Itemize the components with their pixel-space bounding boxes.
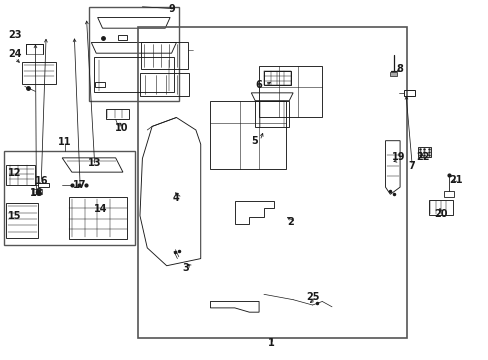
Bar bbox=[140, 73, 188, 96]
Text: 3: 3 bbox=[183, 262, 189, 273]
Bar bbox=[69, 197, 126, 239]
Text: 20: 20 bbox=[434, 209, 447, 219]
Text: 2: 2 bbox=[287, 217, 293, 227]
Bar bbox=[389, 72, 396, 76]
Bar bbox=[403, 90, 414, 96]
Text: 10: 10 bbox=[115, 123, 128, 133]
Bar bbox=[417, 147, 430, 157]
Text: 18: 18 bbox=[29, 188, 43, 198]
Bar bbox=[118, 35, 126, 40]
Text: 13: 13 bbox=[88, 158, 102, 168]
Bar bbox=[4, 151, 135, 246]
Text: 12: 12 bbox=[8, 168, 21, 178]
Bar bbox=[6, 203, 38, 238]
Bar bbox=[94, 57, 174, 93]
Bar bbox=[106, 109, 129, 119]
Text: 16: 16 bbox=[35, 176, 48, 186]
Bar bbox=[259, 66, 322, 117]
Text: 14: 14 bbox=[94, 204, 107, 214]
Text: 1: 1 bbox=[268, 338, 275, 347]
Bar bbox=[38, 183, 48, 187]
Bar bbox=[141, 42, 187, 69]
Bar bbox=[137, 27, 407, 338]
Text: 24: 24 bbox=[8, 49, 21, 59]
Bar bbox=[95, 82, 105, 87]
Text: 23: 23 bbox=[8, 30, 21, 40]
Text: 8: 8 bbox=[396, 64, 403, 74]
Bar bbox=[89, 7, 179, 102]
Text: 21: 21 bbox=[448, 175, 462, 185]
Text: 4: 4 bbox=[173, 193, 180, 203]
Bar bbox=[6, 165, 35, 185]
Text: 7: 7 bbox=[408, 161, 415, 171]
Bar bbox=[32, 189, 41, 194]
Bar bbox=[255, 101, 288, 127]
Text: 15: 15 bbox=[8, 211, 21, 221]
Text: 25: 25 bbox=[305, 292, 319, 302]
Text: 5: 5 bbox=[250, 136, 257, 146]
Text: 9: 9 bbox=[168, 4, 175, 14]
Bar bbox=[428, 200, 452, 215]
Text: 17: 17 bbox=[73, 180, 87, 190]
Text: 6: 6 bbox=[255, 80, 262, 90]
Bar bbox=[22, 62, 56, 84]
Bar bbox=[443, 191, 453, 197]
Bar bbox=[210, 102, 285, 169]
Text: 22: 22 bbox=[416, 152, 429, 162]
Bar bbox=[264, 71, 290, 85]
Text: 19: 19 bbox=[391, 152, 405, 162]
Text: 11: 11 bbox=[58, 138, 71, 148]
